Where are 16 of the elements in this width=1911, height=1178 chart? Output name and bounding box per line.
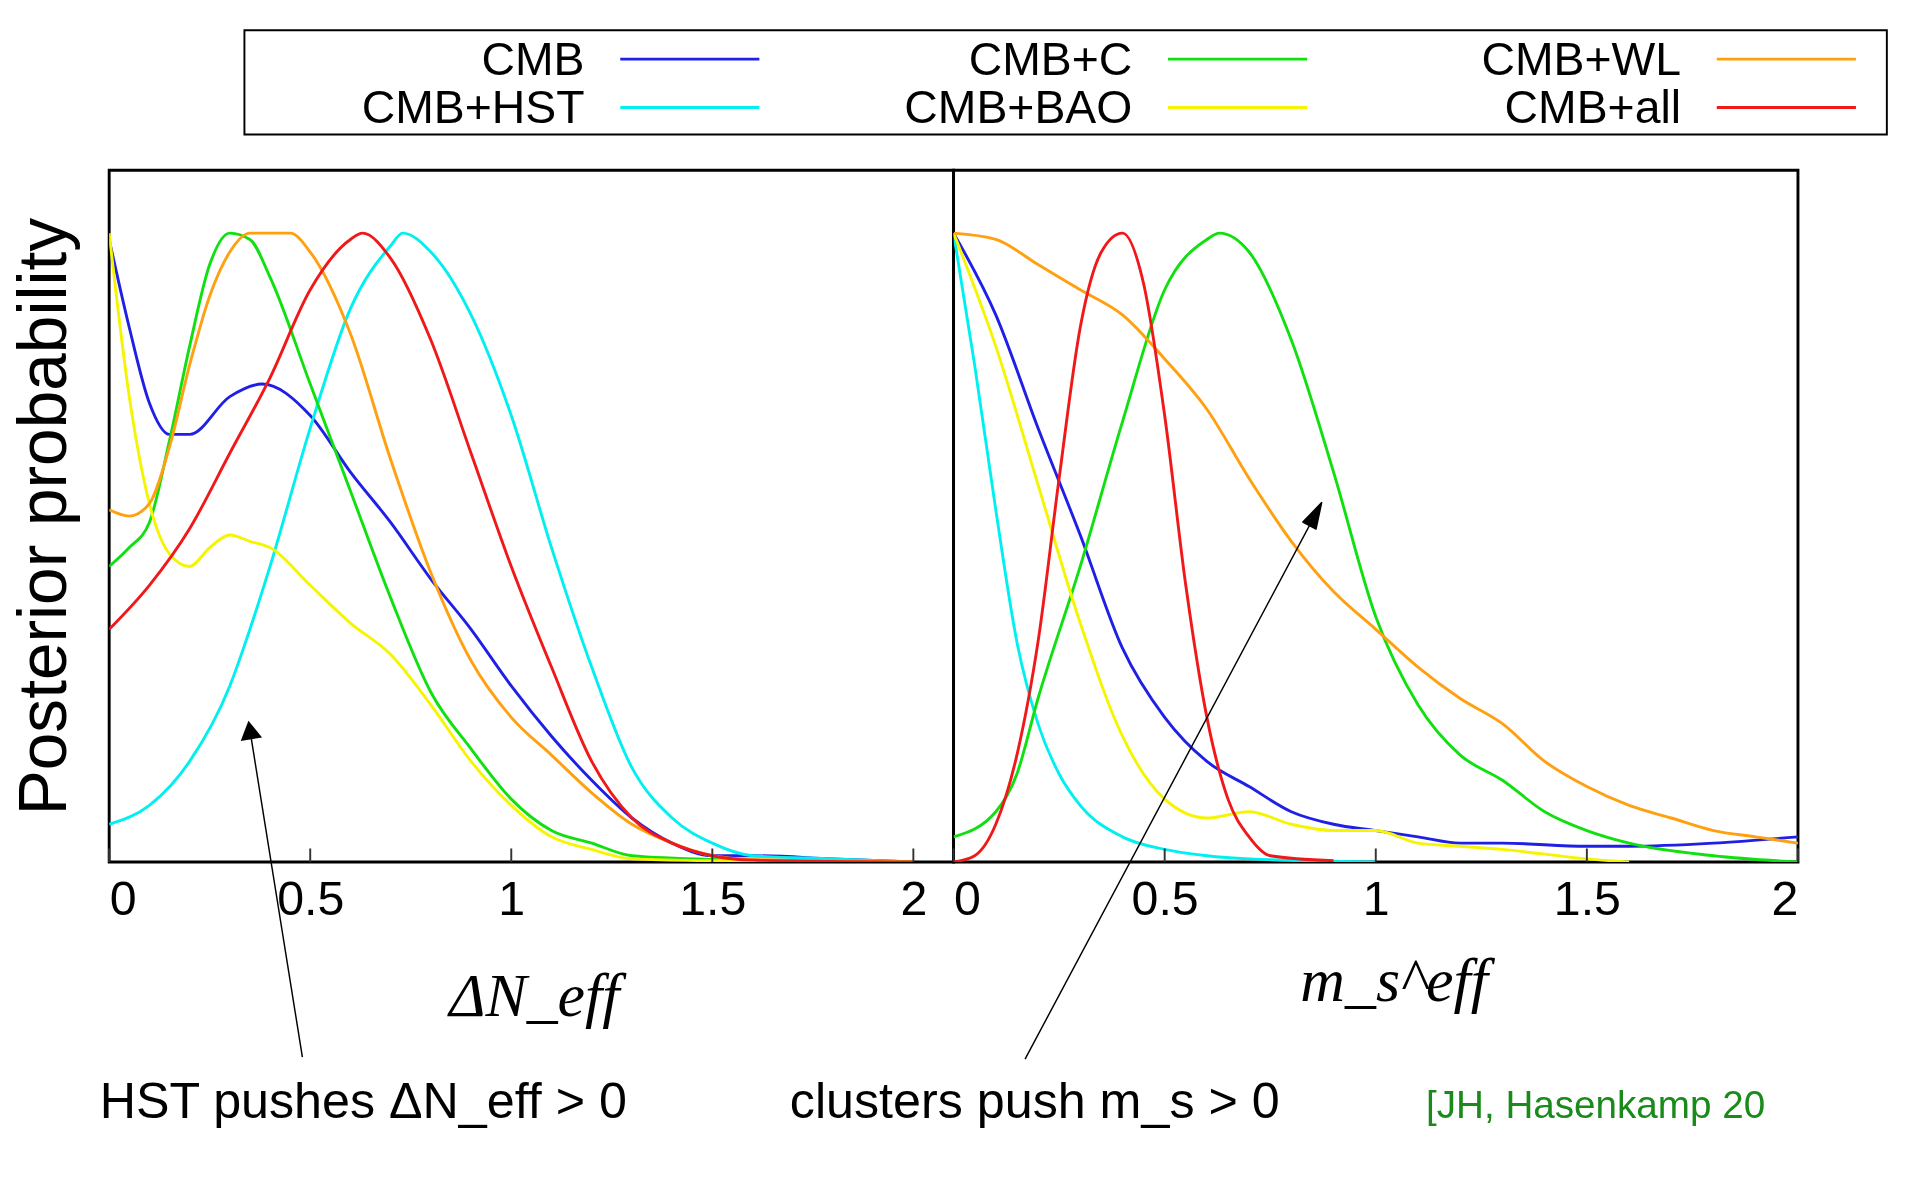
text: [JH, Hasenkamp 20 — [1426, 1083, 1766, 1127]
x-tick-label: 1.5 — [1553, 870, 1621, 925]
x-tick-label: 1 — [498, 870, 526, 925]
y-axis-title: Posterior probability — [5, 217, 81, 816]
x-axis-title: ΔN_eff — [446, 960, 628, 1029]
annotation: HST pushes ΔN_eff > 0 — [99, 1073, 627, 1130]
x-tick-label: 2 — [900, 870, 928, 925]
x-tick-label: 2 — [1771, 870, 1799, 925]
x-tick-label: 1.5 — [679, 870, 747, 925]
x-tick-label: 0.5 — [277, 870, 345, 925]
x-tick-label: 0.5 — [1131, 870, 1199, 925]
text: clusters push m_s > 0 — [789, 1073, 1280, 1130]
x-tick-label: 0 — [954, 870, 981, 925]
x-tick-label: 0 — [109, 870, 137, 925]
x-axis-title: m_s^eff — [1300, 946, 1496, 1015]
x-tick-label: 1 — [1362, 870, 1390, 925]
